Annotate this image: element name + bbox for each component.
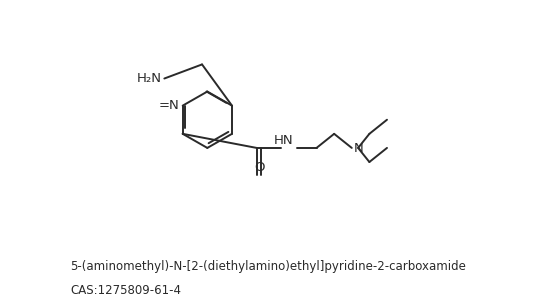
Text: H₂N: H₂N [137,72,161,85]
Text: 5-(aminomethyl)-N-[2-(diethylamino)ethyl]pyridine-2-carboxamide: 5-(aminomethyl)-N-[2-(diethylamino)ethyl… [70,260,466,273]
Text: CAS:1275809-61-4: CAS:1275809-61-4 [70,284,181,297]
Text: O: O [254,161,264,174]
Text: HN: HN [274,134,294,147]
Text: N: N [353,142,363,155]
Text: =N: =N [159,99,180,112]
